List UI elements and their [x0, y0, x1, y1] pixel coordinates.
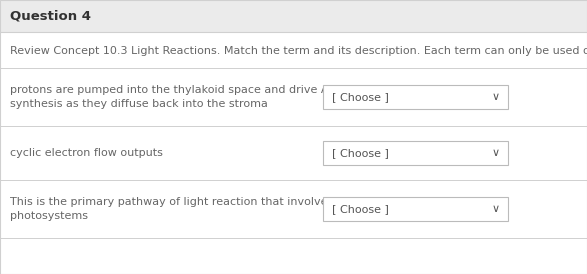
- Text: ∨: ∨: [492, 148, 500, 158]
- Bar: [323, 197, 508, 221]
- Text: [ Choose ]: [ Choose ]: [332, 148, 389, 158]
- Text: This is the primary pathway of light reaction that involves both
photosystems: This is the primary pathway of light rea…: [10, 197, 362, 221]
- Text: [ Choose ]: [ Choose ]: [332, 92, 389, 102]
- Text: [ Choose ]: [ Choose ]: [332, 204, 389, 214]
- Bar: [323, 85, 508, 109]
- Text: ∨: ∨: [492, 204, 500, 214]
- Text: Question 4: Question 4: [10, 10, 91, 22]
- Text: cyclic electron flow outputs: cyclic electron flow outputs: [10, 148, 163, 158]
- Bar: [323, 141, 508, 165]
- Text: protons are pumped into the thylakoid space and drive ATP
synthesis as they diff: protons are pumped into the thylakoid sp…: [10, 85, 341, 109]
- Bar: [0, 0, 587, 32]
- Text: ∨: ∨: [492, 92, 500, 102]
- Text: Review Concept 10.3 Light Reactions. Match the term and its description. Each te: Review Concept 10.3 Light Reactions. Mat…: [10, 46, 587, 56]
